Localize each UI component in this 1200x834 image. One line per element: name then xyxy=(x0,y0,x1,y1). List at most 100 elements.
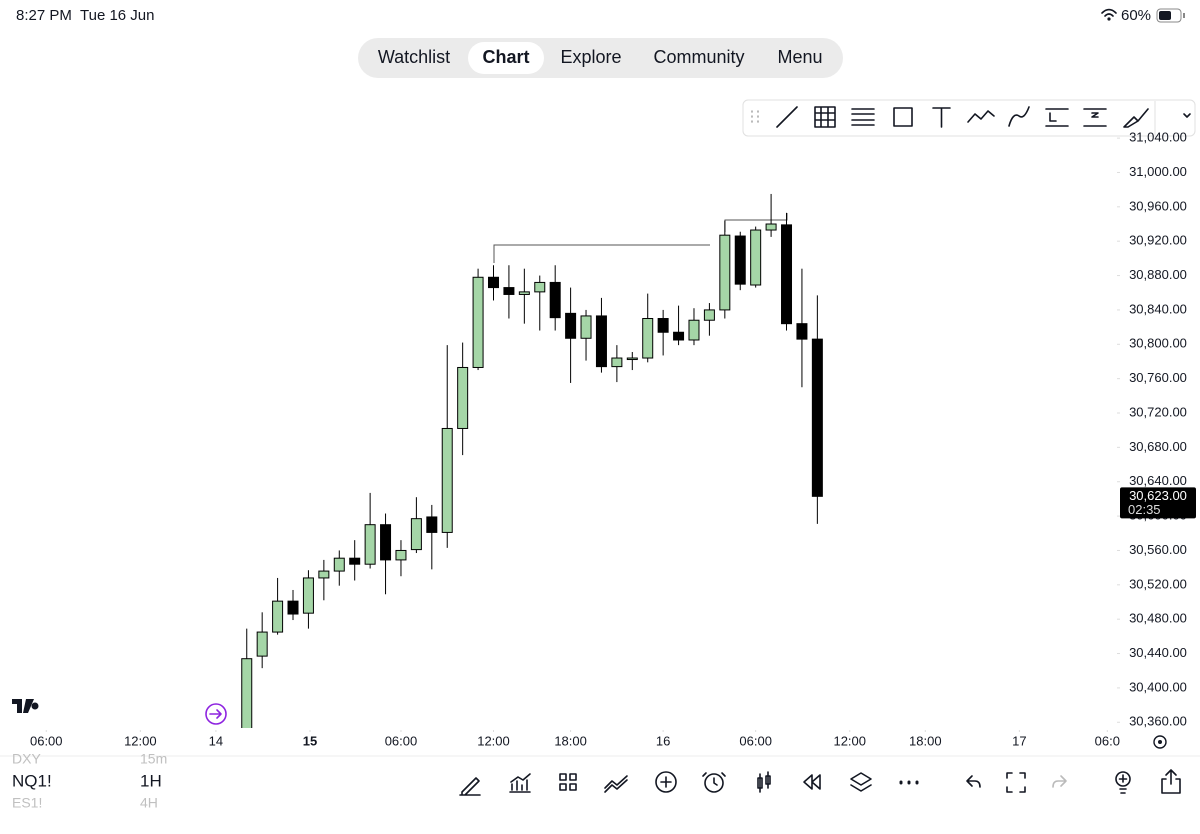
candle-body xyxy=(256,631,268,657)
candle-body xyxy=(333,557,345,572)
x-tick-label: 16 xyxy=(656,733,670,748)
candle-body xyxy=(611,357,623,368)
candle-body xyxy=(349,557,361,565)
symbol-name[interactable]: ES1! xyxy=(12,795,42,811)
tool-text[interactable] xyxy=(932,107,951,128)
x-tick-label: 06:00 xyxy=(30,733,63,748)
candle-body xyxy=(642,318,654,359)
settings-icon-center xyxy=(1158,740,1162,744)
nav-tab[interactable]: Explore xyxy=(560,47,621,67)
candle-body xyxy=(441,427,453,533)
battery-level xyxy=(1159,11,1171,20)
btn-ideas[interactable] xyxy=(1115,771,1131,787)
symbol-interval[interactable]: 15m xyxy=(140,751,167,767)
candle-body xyxy=(565,312,577,339)
candle-body xyxy=(765,223,777,231)
nav-tab[interactable]: Watchlist xyxy=(378,47,450,67)
x-tick-label: 12:00 xyxy=(477,733,510,748)
symbol-interval[interactable]: 4H xyxy=(140,795,158,811)
btn-redo[interactable] xyxy=(1052,775,1067,788)
candle-body xyxy=(241,658,253,728)
drag-handle xyxy=(751,110,759,123)
candle-body xyxy=(580,315,592,339)
tool-line[interactable] xyxy=(776,106,798,128)
tool-curve[interactable] xyxy=(1008,106,1030,127)
btn-more[interactable] xyxy=(899,780,919,785)
btn-add[interactable] xyxy=(655,771,677,793)
y-tick-label: 30,840.00 xyxy=(1129,301,1187,316)
candle-body xyxy=(811,338,823,497)
tool-rect[interactable] xyxy=(893,107,913,127)
y-tick-label: 30,760.00 xyxy=(1129,370,1187,385)
candle-body xyxy=(781,224,793,325)
btn-replay[interactable] xyxy=(803,774,821,790)
drawing-tools xyxy=(751,106,1191,128)
candle-body xyxy=(688,319,700,341)
candle-body xyxy=(487,276,499,289)
btn-compare[interactable] xyxy=(604,775,628,793)
candle-body xyxy=(503,287,515,295)
tool-pattern[interactable] xyxy=(967,110,995,123)
x-tick-label: 12:00 xyxy=(124,733,157,748)
candle-body xyxy=(457,366,469,429)
btn-draw[interactable] xyxy=(459,777,481,796)
candle-body xyxy=(518,291,530,295)
y-tick-label: 30,720.00 xyxy=(1129,404,1187,419)
y-tick-label: 30,440.00 xyxy=(1129,645,1187,660)
last-price-label: 30,623.00 xyxy=(1129,488,1187,503)
candle-body xyxy=(426,516,438,533)
candle-body xyxy=(626,357,638,361)
battery-icon xyxy=(1156,8,1182,23)
x-tick-label: 18:00 xyxy=(554,733,587,748)
candle-body xyxy=(364,524,376,565)
candle-body xyxy=(287,600,299,615)
candle-body xyxy=(318,570,330,579)
symbol-name[interactable]: DXY xyxy=(12,751,41,767)
y-tick-label: 31,040.00 xyxy=(1129,130,1187,145)
y-tick-label: 30,960.00 xyxy=(1129,198,1187,213)
btn-layout[interactable] xyxy=(559,773,577,791)
nav-tab[interactable]: Menu xyxy=(777,47,822,67)
btn-layers[interactable] xyxy=(850,772,872,792)
x-tick-label: 06:0 xyxy=(1095,733,1120,748)
symbol-interval[interactable]: 1H xyxy=(140,771,162,790)
y-tick-label: 30,680.00 xyxy=(1129,439,1187,454)
candle-body xyxy=(703,309,715,321)
nav-tab[interactable]: Chart xyxy=(482,47,529,67)
y-tick-label: 30,800.00 xyxy=(1129,336,1187,351)
nav-tab-active xyxy=(468,42,544,74)
status-time: 8:27 PM xyxy=(16,7,72,24)
tool-short[interactable] xyxy=(1083,108,1107,127)
x-tick-label: 06:00 xyxy=(739,733,772,748)
settings-icon[interactable] xyxy=(1153,735,1167,749)
candle-body xyxy=(302,577,314,614)
tool-brush[interactable] xyxy=(1123,108,1149,128)
tool-more[interactable] xyxy=(1183,113,1191,118)
candle-body xyxy=(410,518,422,551)
candle-body xyxy=(673,331,685,341)
btn-alert[interactable] xyxy=(704,773,724,793)
y-tick-label: 30,920.00 xyxy=(1129,233,1187,248)
btn-fullscreen[interactable] xyxy=(1006,772,1026,793)
countdown-label: 02:35 xyxy=(1128,502,1161,517)
bottom-toolbar xyxy=(459,769,1181,796)
btn-indicators[interactable] xyxy=(509,773,531,793)
tool-grid[interactable] xyxy=(814,106,836,128)
drawn-level xyxy=(493,244,710,263)
btn-share[interactable] xyxy=(1161,769,1181,794)
btn-undo[interactable] xyxy=(966,775,981,788)
event-marker[interactable] xyxy=(205,703,227,725)
tool-long[interactable] xyxy=(1045,108,1069,127)
tradingview-logo xyxy=(12,699,34,713)
y-tick-label: 30,520.00 xyxy=(1129,576,1187,591)
x-tick-label: 12:00 xyxy=(833,733,866,748)
nav-tab[interactable]: Community xyxy=(653,47,744,67)
x-tick-label: 15 xyxy=(303,733,317,748)
tool-fib[interactable] xyxy=(851,108,875,126)
symbol-name[interactable]: NQ1! xyxy=(12,771,52,790)
candle-body xyxy=(796,323,808,340)
btn-candles[interactable] xyxy=(757,771,771,793)
wifi-dot xyxy=(1107,17,1111,21)
candle-body xyxy=(534,281,546,293)
